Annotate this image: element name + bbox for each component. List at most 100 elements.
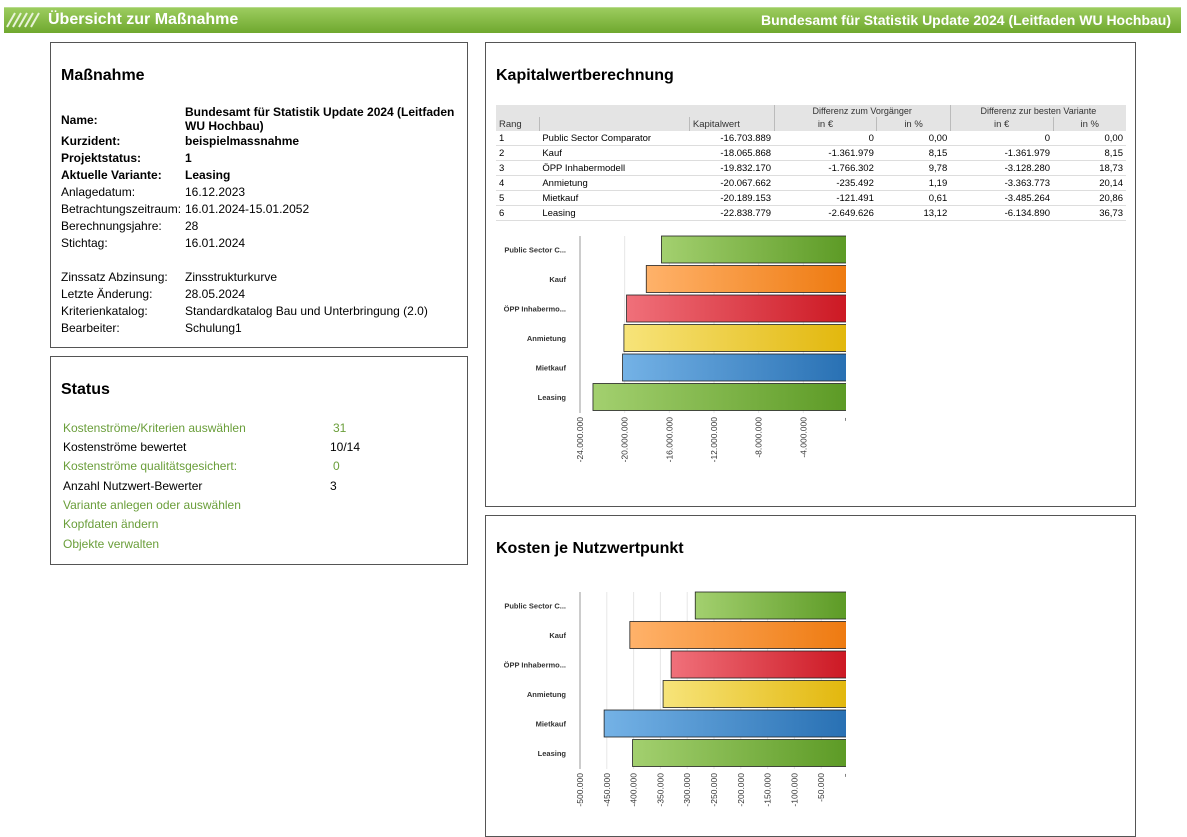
category-label: Kauf (549, 275, 566, 284)
category-label: Public Sector C... (504, 602, 566, 611)
table-cell: -19.832.170 (689, 160, 775, 176)
table-cell: -3.128.280 (950, 160, 1054, 176)
table-row[interactable]: 4 Anmietung -20.067.662 -235.492 1,19 -3.363.… (496, 175, 1126, 191)
table-row[interactable]: 3 ÖPP Inhabermodell -19.832.170 -1.766.302 9… (496, 160, 1126, 176)
table-cell: 6 (496, 205, 540, 221)
chart-bar[interactable] (603, 709, 846, 738)
table-cell: 0,00 (1053, 131, 1126, 146)
table-cell: 1,19 (876, 175, 951, 191)
kosten-heading: Kosten je Nutzwertpunkt (496, 540, 684, 557)
table-row[interactable]: 6 Leasing -22.838.779 -2.649.626 13,12 -6.134… (496, 205, 1126, 221)
chart-bar[interactable] (632, 739, 846, 767)
status-link-2: Kostenströme bewertet (63, 440, 187, 454)
category-label: Leasing (538, 393, 567, 402)
chart-bar[interactable] (670, 650, 846, 679)
col-vorg-euro[interactable]: in € (773, 117, 877, 131)
col-beste-pct[interactable]: in % (1052, 117, 1126, 131)
table-cell: 0 (950, 131, 1054, 146)
table-row[interactable]: 2 Kauf -18.065.868 -1.361.979 8,15 -1.361.979… (496, 145, 1126, 161)
table-row[interactable]: 5 Mietkauf -20.189.153 -121.491 0,61 -3.485.2… (496, 190, 1126, 206)
table-cell: 8,15 (876, 145, 951, 161)
table-cell: -2.649.626 (774, 205, 877, 221)
field-value: Bundesamt für Statistik Update 2024 (Lei… (185, 105, 455, 133)
status-link-1[interactable]: Kostenströme/Kriterien auswählen (63, 421, 246, 435)
field-label: Anlagedatum: (61, 185, 136, 199)
category-label: ÖPP Inhabermo... (504, 305, 566, 314)
chart-bar[interactable] (622, 353, 846, 382)
status-value: 0 (333, 459, 340, 473)
field-value: Standardkatalog Bau und Unterbringung (2… (185, 304, 428, 318)
table-cell: 9,78 (876, 160, 951, 176)
chart-bar[interactable] (662, 680, 846, 708)
chart-bar[interactable] (623, 324, 846, 352)
group-header-beste: Differenz zur besten Variante (949, 105, 1126, 117)
massnahme-panel: Maßnahme Name: Bundesamt für Statistik Up… (50, 42, 468, 348)
field-label: Berechnungsjahre: (61, 219, 162, 233)
chart-bar[interactable] (694, 591, 846, 620)
col-beste-euro[interactable]: in € (949, 117, 1054, 131)
table-cell: ÖPP Inhabermodell (539, 160, 690, 176)
status-link-7[interactable]: Objekte verwalten (63, 537, 160, 551)
field-value: 28 (185, 219, 199, 233)
status-link-6[interactable]: Kopfdaten ändern (63, 517, 159, 531)
kapitalwert-table: Differenz zum Vorgänger Differenz zur be… (496, 105, 1126, 221)
table-cell: 13,12 (876, 205, 951, 221)
tick-label: -450.000 (602, 773, 612, 807)
category-label: Mietkauf (536, 720, 567, 729)
tick-label: -4.000.000 (798, 417, 808, 458)
tick-label: -50.000 (816, 773, 826, 802)
tick-label: -250.000 (709, 773, 719, 807)
tick-label: -8.000.000 (754, 417, 764, 458)
table-cell: -121.491 (774, 190, 877, 206)
chart-bar[interactable] (626, 294, 846, 323)
table-cell: 0,00 (876, 131, 951, 146)
col-name[interactable] (538, 117, 690, 131)
tick-label: -500.000 (575, 773, 585, 807)
status-row: Objekte verwalten (63, 537, 159, 551)
col-kapitalwert[interactable]: Kapitalwert (688, 117, 775, 131)
status-link-3[interactable]: Kostenströme qualitätsgesichert: (63, 459, 238, 473)
col-rang[interactable]: Rang (496, 117, 540, 131)
chart-bar[interactable] (629, 621, 846, 649)
table-cell: -1.766.302 (774, 160, 877, 176)
field-value: Zinsstrukturkurve (185, 270, 278, 284)
table-cell: -22.838.779 (689, 205, 775, 221)
table-cell: Anmietung (539, 175, 690, 191)
status-row: Variante anlegen oder auswählen (63, 498, 241, 512)
field-value: 16.01.2024-15.01.2052 (185, 202, 310, 216)
field-value: 28.05.2024 (185, 287, 246, 301)
kapitalwert-chart: -24.000.000 -20.000.000 -16.000.000 -12.000… (504, 235, 846, 463)
status-row: Kostenströme/Kriterien auswählen 31 (63, 421, 346, 435)
category-label: ÖPP Inhabermo... (504, 661, 566, 670)
table-cell: -3.363.773 (950, 175, 1054, 191)
chart-bar[interactable] (592, 383, 846, 411)
header-bar: Übersicht zur Maßnahme Bundesamt für Sta… (4, 7, 1181, 33)
field-label: Name: (61, 113, 98, 127)
table-cell: -3.485.264 (950, 190, 1054, 206)
status-link-5[interactable]: Variante anlegen oder auswählen (63, 498, 241, 512)
category-label: Mietkauf (536, 364, 567, 373)
kosten-chart: -500.000 -450.000 -400.000 -350.000 -300.000… (504, 591, 846, 807)
table-cell: 5 (496, 190, 540, 206)
tick-label: -100.000 (789, 773, 799, 807)
field-label: Projektstatus: (61, 151, 142, 165)
kapitalwert-panel: Kapitalwertberechnung Differenz zum Vorg… (485, 42, 1136, 507)
status-panel: Status Kostenströme/Kriterien auswählen 3… (50, 356, 468, 565)
col-vorg-pct[interactable]: in % (876, 117, 951, 131)
chart-bar[interactable] (661, 235, 846, 264)
chart-bar[interactable] (645, 265, 846, 293)
field-value: beispielmassnahme (185, 134, 300, 148)
logo-icon (6, 12, 40, 28)
field-label: Letzte Änderung: (61, 287, 153, 301)
project-title: Bundesamt für Statistik Update 2024 (Lei… (761, 12, 1171, 28)
field-label: Kriterienkatalog: (61, 304, 148, 318)
tick-label: -16.000.000 (664, 417, 674, 463)
tick-label: -150.000 (763, 773, 773, 807)
field-label: Kurzident: (61, 134, 121, 148)
status-value: 31 (333, 421, 347, 435)
table-cell: -16.703.889 (689, 131, 775, 146)
table-row[interactable]: 1 Public Sector Comparator -16.703.889 0 0,0… (496, 131, 1126, 146)
table-cell: Leasing (539, 205, 690, 221)
massnahme-heading: Maßnahme (61, 67, 145, 84)
tick-label: -20.000.000 (620, 417, 630, 463)
